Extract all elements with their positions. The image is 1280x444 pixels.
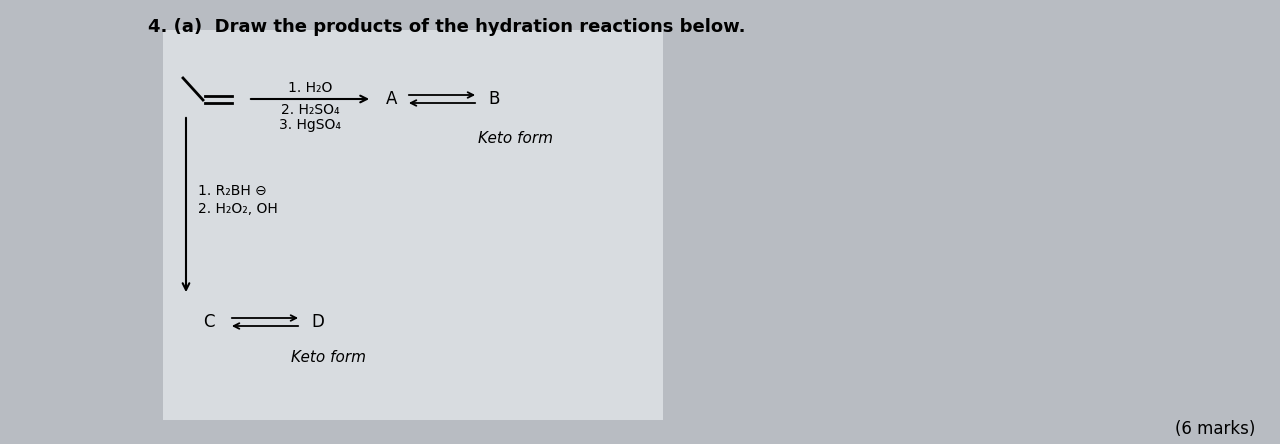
- Text: B: B: [488, 90, 499, 108]
- Text: 3. HgSO₄: 3. HgSO₄: [279, 118, 340, 132]
- Text: D: D: [311, 313, 324, 331]
- Text: Keto form: Keto form: [291, 350, 366, 365]
- Text: (6 marks): (6 marks): [1175, 420, 1254, 438]
- Text: 2. H₂O₂, OH: 2. H₂O₂, OH: [198, 202, 278, 216]
- Text: 2. H₂SO₄: 2. H₂SO₄: [280, 103, 339, 117]
- Text: Keto form: Keto form: [477, 131, 553, 146]
- Text: A: A: [387, 90, 397, 108]
- Text: 1. R₂BH ⊖: 1. R₂BH ⊖: [198, 184, 266, 198]
- Bar: [163, 30, 663, 420]
- Text: 4. (a)  Draw the products of the hydration reactions below.: 4. (a) Draw the products of the hydratio…: [148, 18, 745, 36]
- Text: 1. H₂O: 1. H₂O: [288, 81, 333, 95]
- Text: C: C: [204, 313, 215, 331]
